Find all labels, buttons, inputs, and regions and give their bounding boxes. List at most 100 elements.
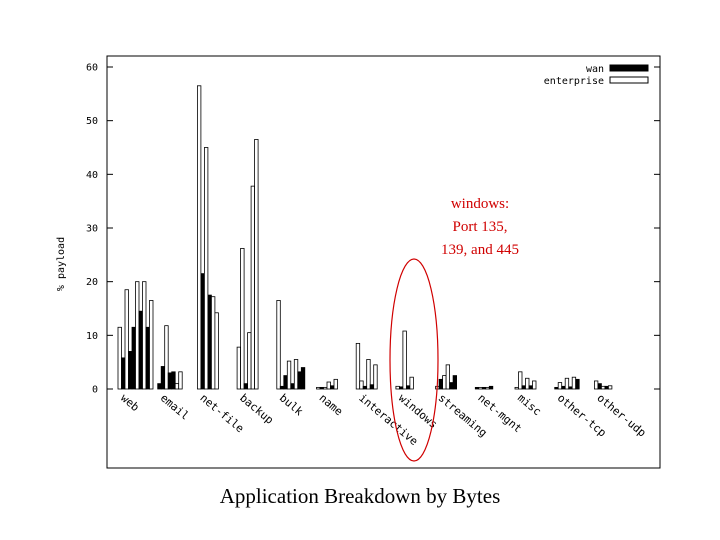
- plot-frame: [106, 55, 661, 469]
- y-tick-label: 20: [86, 277, 98, 288]
- bar-enterprise-misc: [532, 380, 537, 390]
- bar-wan-email: [171, 371, 176, 390]
- x-tick-label: misc: [515, 391, 544, 418]
- bar-wan-other-tcp: [575, 378, 580, 390]
- bar-enterprise-net-file: [214, 312, 219, 390]
- bar-enterprise-other-udp: [608, 385, 613, 390]
- bar-wan-web: [145, 326, 150, 390]
- bar-wan-bulk: [283, 375, 288, 390]
- bar-wan-other-udp: [604, 385, 609, 390]
- bar-enterprise-web: [117, 326, 122, 390]
- bar-wan-streaming: [452, 375, 458, 390]
- bar-enterprise-email: [164, 325, 169, 390]
- bar-wan-misc: [528, 385, 533, 390]
- bar-enterprise-streaming: [442, 375, 447, 390]
- bar-enterprise-interactive: [373, 364, 378, 390]
- bar-enterprise-interactive: [355, 342, 361, 390]
- y-tick-label: 50: [86, 116, 98, 127]
- bar-enterprise-misc: [525, 377, 530, 390]
- bar-enterprise-backup: [240, 247, 245, 390]
- x-tick-label: email: [158, 391, 192, 422]
- bar-enterprise-name: [323, 386, 328, 390]
- bars-group: [117, 85, 613, 390]
- x-tick-label: name: [317, 391, 346, 418]
- bar-wan-net-mgnt: [481, 386, 487, 390]
- bar-wan-streaming: [438, 378, 444, 390]
- bar-wan-name: [319, 386, 324, 390]
- bar-wan-other-tcp: [568, 386, 573, 390]
- bar-enterprise-backup: [254, 139, 259, 390]
- annotation-line: windows:: [450, 196, 510, 212]
- bar-wan-other-udp: [597, 383, 602, 390]
- y-tick-label: 40: [86, 170, 98, 181]
- bar-enterprise-backup: [236, 346, 242, 390]
- bar-wan-email: [167, 372, 173, 390]
- bar-enterprise-misc: [518, 371, 523, 390]
- bar-wan-windows: [405, 385, 411, 390]
- x-tick-label: web: [118, 391, 142, 414]
- bar-enterprise-bulk: [286, 360, 292, 390]
- annotation-line: Port 135,: [452, 219, 508, 235]
- bar-wan-web: [121, 357, 126, 390]
- bar-enterprise-other-tcp: [564, 377, 570, 390]
- bar-enterprise-net-mgnt: [478, 386, 483, 390]
- y-tick-label: 0: [92, 385, 98, 396]
- bar-enterprise-web: [149, 300, 154, 390]
- bar-enterprise-name: [316, 386, 321, 390]
- bar-wan-bulk: [300, 367, 306, 390]
- bar-wan-windows: [398, 386, 404, 390]
- bar-wan-misc: [521, 385, 526, 390]
- bar-wan-net-mgnt: [474, 386, 480, 390]
- legend-enterprise-swatch: [609, 76, 649, 84]
- legend: wan enterprise: [544, 64, 649, 87]
- bar-wan-backup: [243, 383, 249, 390]
- bar-enterprise-bulk: [293, 359, 299, 390]
- bar-wan-web: [131, 326, 136, 390]
- legend-wan-label: wan: [586, 64, 604, 75]
- bar-wan-web: [138, 310, 143, 390]
- x-tick-label: bulk: [277, 391, 306, 418]
- y-axis: 0 10 20 30 40 50 60: [86, 63, 660, 396]
- bar-wan-streaming: [449, 382, 454, 390]
- bar-enterprise-name: [326, 381, 331, 390]
- legend-enterprise-label: enterprise: [544, 76, 604, 87]
- bar-wan-bulk: [297, 371, 302, 390]
- bar-enterprise-net-file: [210, 296, 216, 390]
- bar-wan-email: [157, 383, 162, 390]
- y-tick-label: 10: [86, 331, 98, 342]
- bar-enterprise-windows: [402, 330, 407, 390]
- bar-enterprise-bulk: [276, 300, 281, 390]
- bar-enterprise-other-udp: [601, 385, 606, 390]
- y-axis-label: % payload: [56, 237, 67, 291]
- bar-enterprise-interactive: [366, 359, 371, 390]
- bar-wan-interactive: [362, 385, 368, 390]
- bar-enterprise-web: [135, 281, 140, 390]
- annotation-line: 139, and 445: [441, 242, 519, 258]
- bar-enterprise-windows: [409, 376, 414, 390]
- windows-highlight-ellipse: [389, 258, 439, 462]
- bar-wan-net-file: [207, 294, 212, 390]
- bar-enterprise-net-file: [196, 85, 202, 390]
- windows-annotation: windows: Port 135, 139, and 445: [405, 193, 555, 262]
- bar-wan-web: [128, 351, 133, 390]
- y-tick-label: 60: [86, 63, 98, 74]
- bar-enterprise-streaming: [445, 364, 451, 390]
- bar-enterprise-backup: [250, 185, 256, 390]
- bar-enterprise-net-file: [203, 147, 209, 390]
- bar-wan-net-file: [200, 273, 205, 390]
- y-tick-label: 30: [86, 224, 98, 235]
- bar-wan-interactive: [369, 384, 375, 390]
- bar-wan-net-mgnt: [488, 385, 494, 390]
- bar-enterprise-other-udp: [594, 380, 599, 390]
- bar-enterprise-windows: [395, 385, 400, 390]
- bar-wan-email: [160, 366, 166, 390]
- bar-enterprise-name: [333, 378, 338, 390]
- bar-enterprise-net-mgnt: [485, 386, 490, 390]
- bar-enterprise-backup: [247, 332, 252, 390]
- bar-enterprise-email: [174, 383, 180, 390]
- bar-enterprise-email: [178, 371, 183, 390]
- bar-wan-bulk: [279, 385, 285, 390]
- bar-enterprise-other-tcp: [557, 382, 563, 390]
